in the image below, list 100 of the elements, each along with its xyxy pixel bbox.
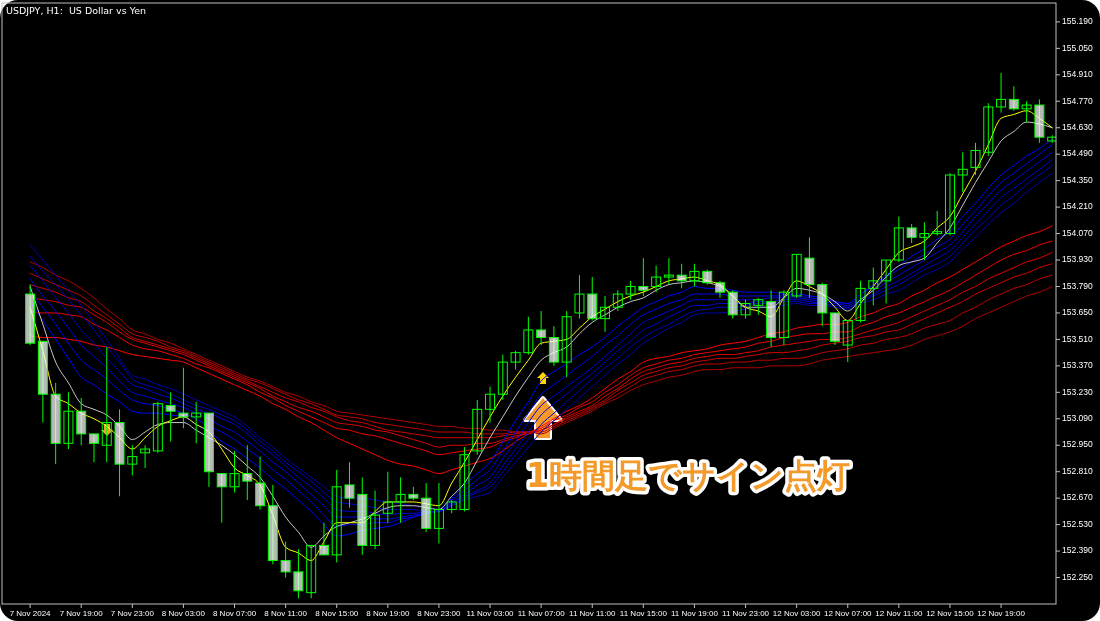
x-tick-label: 12 Nov 11:00 [875, 609, 923, 618]
x-tick-label: 11 Nov 23:00 [722, 609, 770, 618]
candlestick [740, 299, 751, 320]
candlestick [536, 310, 547, 346]
x-tick-label: 11 Nov 03:00 [466, 609, 515, 618]
x-tick-label: 8 Nov 19:00 [366, 609, 410, 618]
candlestick [612, 289, 623, 312]
candlestick [344, 461, 355, 509]
candlestick [152, 401, 163, 454]
candlestick [574, 274, 585, 320]
y-tick-label: 152.670 [1062, 492, 1093, 503]
y-tick-label: 155.190 [1062, 16, 1093, 27]
candlestick [433, 482, 444, 545]
chart-title: USDJPY, H1: US Dollar vs Yen [6, 5, 147, 16]
candlestick [778, 289, 789, 346]
candlestick [127, 444, 138, 476]
candlestick [727, 289, 738, 320]
y-tick-label: 154.210 [1062, 201, 1093, 212]
y-tick-label: 152.810 [1062, 465, 1093, 476]
candlestick [651, 265, 662, 293]
y-tick-label: 154.630 [1062, 121, 1093, 132]
y-tick-label: 154.910 [1062, 69, 1093, 80]
candlestick [395, 476, 406, 524]
candlestick [306, 544, 317, 599]
candlestick [868, 267, 879, 306]
candlestick [676, 263, 687, 289]
y-tick-label: 153.650 [1062, 307, 1093, 318]
candlestick [983, 102, 994, 157]
candlestick [919, 221, 930, 261]
candlestick [944, 172, 955, 236]
x-tick-label: 12 Nov 03:00 [772, 609, 821, 618]
candlestick [382, 471, 393, 524]
candlestick [663, 257, 674, 286]
x-tick-label: 11 Nov 07:00 [517, 609, 566, 618]
candlestick [625, 280, 636, 301]
x-tick-label: 8 Nov 23:00 [417, 609, 462, 618]
candlestick [178, 367, 189, 429]
candlestick [855, 280, 866, 323]
candlestick [88, 433, 99, 463]
candlestick [600, 295, 611, 333]
candlestick [280, 541, 291, 579]
x-tick-label: 8 Nov 03:00 [161, 609, 206, 618]
y-tick-label: 153.930 [1062, 254, 1093, 265]
candlestick [932, 210, 943, 236]
x-tick-label: 8 Nov 11:00 [264, 609, 308, 618]
x-tick-label: 11 Nov 15:00 [619, 609, 668, 618]
y-tick-label: 152.530 [1062, 518, 1093, 529]
candlestick [638, 257, 649, 297]
candlestick [689, 263, 700, 287]
candlestick [140, 444, 151, 469]
y-tick-label: 154.490 [1062, 148, 1093, 159]
candlestick [216, 473, 227, 524]
candlestick [957, 151, 968, 193]
candlestick [165, 391, 176, 442]
candlestick [881, 259, 892, 304]
candlestick [293, 548, 304, 599]
y-tick-label: 153.230 [1062, 386, 1093, 397]
candlestick [970, 142, 981, 176]
candlestick [1008, 85, 1019, 112]
candlestick [523, 316, 534, 356]
candlestick [893, 216, 904, 263]
y-tick-label: 152.250 [1062, 571, 1093, 582]
candlestick [791, 253, 802, 299]
candlestick [510, 350, 521, 371]
y-tick-label: 153.510 [1062, 333, 1093, 344]
candlestick [63, 391, 74, 450]
y-tick-label: 153.090 [1062, 413, 1093, 424]
x-tick-label: 7 Nov 2024 [9, 609, 52, 618]
y-tick-label: 154.770 [1062, 95, 1093, 106]
annotation: 1時間足でサイン点灯 [526, 456, 850, 495]
candlestick [76, 397, 87, 446]
x-tick-label: 12 Nov 07:00 [823, 609, 873, 618]
x-tick-label: 11 Nov 19:00 [670, 609, 719, 618]
x-tick-label: 8 Nov 07:00 [212, 609, 257, 618]
y-tick-label: 152.390 [1062, 545, 1093, 556]
y-tick-label: 154.350 [1062, 174, 1093, 185]
x-tick-label: 8 Nov 15:00 [315, 609, 359, 618]
candlestick [485, 386, 496, 424]
y-tick-label: 154.070 [1062, 227, 1093, 238]
x-tick-label: 12 Nov 19:00 [977, 609, 1026, 618]
candlestick [459, 446, 470, 512]
candlestick [191, 401, 202, 444]
x-tick-label: 11 Nov 11:00 [569, 609, 616, 618]
y-tick-label: 152.950 [1062, 439, 1093, 450]
candlestick [242, 444, 253, 501]
candlestick [331, 469, 342, 563]
candlestick [255, 456, 266, 510]
x-tick-label: 7 Nov 19:00 [59, 609, 104, 618]
y-tick-label: 153.370 [1062, 360, 1093, 371]
candlestick [370, 490, 381, 550]
candlestick [906, 223, 917, 244]
candlestick [561, 310, 572, 378]
candlestick [229, 450, 240, 493]
candlestick [996, 72, 1007, 114]
y-tick-label: 155.050 [1062, 42, 1093, 53]
y-tick-label: 153.790 [1062, 280, 1093, 291]
x-tick-label: 7 Nov 23:00 [110, 609, 155, 618]
candlestick [497, 354, 508, 401]
candlestick [842, 320, 853, 363]
x-tick-label: 12 Nov 15:00 [926, 609, 975, 618]
